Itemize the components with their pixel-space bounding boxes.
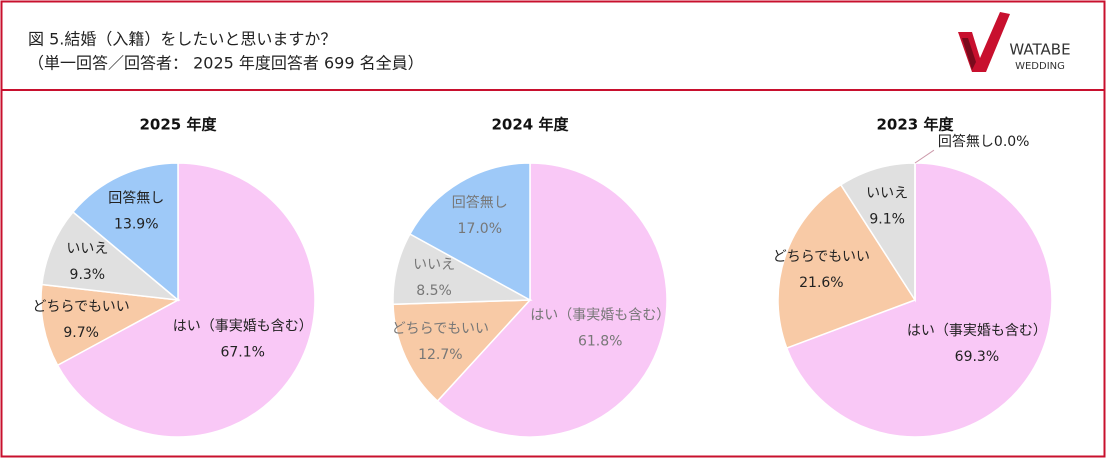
category-label: 回答無し [452, 194, 508, 211]
chart-title: 2024 年度 [492, 116, 570, 134]
category-label: どちらでもいい [773, 249, 870, 265]
category-label: はい（事実婚も含む） [907, 323, 1047, 339]
category-label: どちらでもいい [33, 299, 130, 315]
value-label: 69.3% [955, 349, 999, 365]
pie-slice [71, 162, 179, 302]
chart-title: 2023 年度 [877, 116, 955, 134]
value-label: 9.7% [63, 325, 99, 341]
pie-slice [392, 299, 532, 403]
value-label: 8.5% [416, 283, 452, 299]
pie-slice [40, 283, 181, 367]
category-label: はい（事実婚も含む） [530, 307, 670, 323]
value-label: 9.3% [70, 267, 106, 283]
category-label: どちらでもいい [392, 321, 489, 337]
pie-slice [408, 162, 531, 302]
slice-label: 回答無し0.0% [938, 133, 1030, 150]
logo: WATABE WEDDING [958, 12, 1071, 72]
value-label: 61.8% [578, 333, 622, 349]
category-label: 回答無し [108, 190, 164, 207]
header-subtitle: （単一回答／回答者： 2025 年度回答者 699 名全員） [28, 54, 424, 73]
category-label: いいえ [66, 241, 108, 257]
value-label: 67.1% [220, 345, 264, 361]
leader-line [914, 149, 935, 164]
category-label: いいえ [866, 185, 908, 201]
value-label: 9.1% [869, 211, 905, 227]
category-label: はい（事実婚も含む） [173, 319, 313, 335]
value-label: 13.9% [114, 217, 158, 233]
value-label: 12.7% [418, 347, 462, 363]
header-title: 図 5.結婚（入籍）をしたいと思いますか？ [28, 30, 336, 49]
pie-slice [785, 162, 1053, 438]
logo-text: WATABE [1009, 41, 1070, 59]
pie-slice [41, 210, 181, 302]
category-label: 回答無し [938, 133, 994, 150]
pie-slice [56, 162, 316, 438]
logo-subtext: WEDDING [1015, 61, 1065, 72]
logo-shadow [962, 38, 976, 70]
chart-title: 2025 年度 [140, 116, 218, 134]
category-label: いいえ [413, 257, 455, 273]
value-label: 17.0% [458, 221, 502, 237]
pie-slice [436, 162, 668, 438]
pie-slice [777, 183, 917, 349]
value-label: 21.6% [799, 275, 843, 291]
pie-slice [839, 162, 916, 303]
value-label: 0.0% [994, 134, 1030, 150]
